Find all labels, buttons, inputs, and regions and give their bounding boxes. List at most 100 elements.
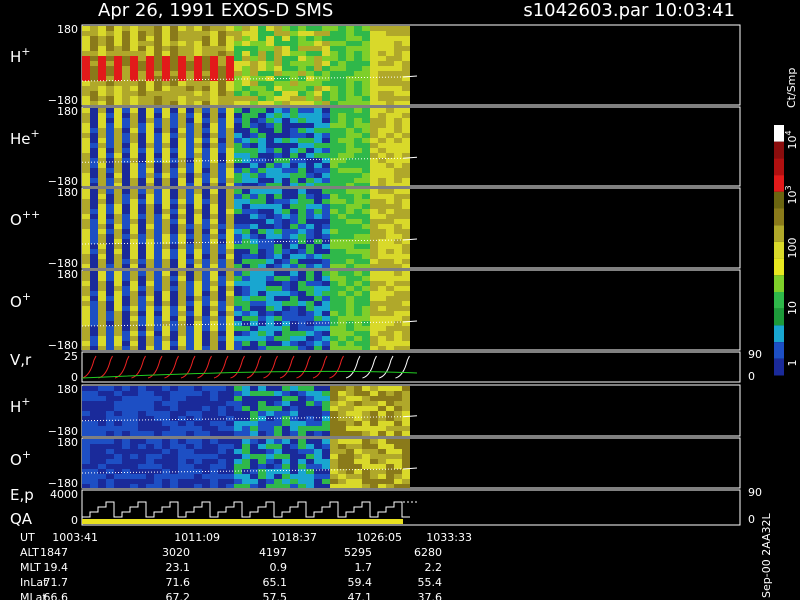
spectrogram-cell bbox=[394, 96, 402, 101]
spectrogram-cell bbox=[162, 401, 170, 406]
spectrogram-cell bbox=[226, 66, 234, 71]
spectrogram-cell bbox=[226, 249, 234, 254]
spectrogram-cell bbox=[154, 214, 162, 219]
spectrogram-cell bbox=[338, 259, 346, 264]
spectrogram-cell bbox=[338, 91, 346, 96]
spectrogram-cell bbox=[322, 439, 330, 444]
spectrogram-cell bbox=[106, 281, 114, 286]
spectrogram-cell bbox=[250, 234, 258, 239]
spectrogram-cell bbox=[138, 219, 146, 224]
spectrogram-cell bbox=[90, 411, 98, 416]
spectrogram-cell bbox=[354, 31, 362, 36]
spectrogram-cell bbox=[98, 209, 106, 214]
spectrogram-cell bbox=[290, 264, 298, 268]
spectrogram-cell bbox=[202, 291, 210, 296]
spectrogram-cell bbox=[322, 224, 330, 229]
spectrogram-cell bbox=[394, 454, 402, 459]
spectrogram-cell bbox=[178, 138, 186, 143]
spectrogram-cell bbox=[90, 128, 98, 133]
spectrogram-cell bbox=[274, 41, 282, 46]
spectrogram-cell bbox=[98, 479, 106, 484]
spectrogram-cell bbox=[242, 386, 250, 391]
spectrogram-cell bbox=[306, 316, 314, 321]
spectrogram-cell bbox=[322, 234, 330, 239]
spectrogram-cell bbox=[154, 71, 162, 76]
spectrogram-cell bbox=[82, 271, 90, 276]
spectrogram-cell bbox=[202, 199, 210, 204]
spectrogram-cell bbox=[178, 76, 186, 81]
spectrogram-cell bbox=[226, 178, 234, 183]
spectrogram-cell bbox=[234, 306, 242, 311]
spectrogram-cell bbox=[298, 311, 306, 316]
spectrogram-cell bbox=[186, 81, 194, 86]
spectrogram-cell bbox=[394, 321, 402, 326]
spectrogram-cell bbox=[314, 264, 322, 268]
spectrogram-cell bbox=[266, 464, 274, 469]
spectrogram-cell bbox=[242, 148, 250, 153]
spectrogram-cell bbox=[338, 133, 346, 138]
spectrogram-cell bbox=[146, 416, 154, 421]
spectrogram-cell bbox=[250, 406, 258, 411]
spectrogram-cell bbox=[170, 421, 178, 426]
spectrogram-cell bbox=[170, 391, 178, 396]
spectrogram-cell bbox=[170, 459, 178, 464]
spectrogram-cell bbox=[178, 91, 186, 96]
spectrogram-cell bbox=[146, 118, 154, 123]
spectrogram-cell bbox=[162, 386, 170, 391]
spectrogram-cell bbox=[362, 61, 370, 66]
spectrogram-cell bbox=[282, 96, 290, 101]
spectrogram-cell bbox=[194, 36, 202, 41]
spectrogram-cell bbox=[162, 291, 170, 296]
spectrogram-cell bbox=[186, 229, 194, 234]
spectrogram-cell bbox=[314, 459, 322, 464]
spectrogram-cell bbox=[98, 163, 106, 168]
spectrogram-cell bbox=[370, 346, 378, 350]
spectrogram-cell bbox=[290, 336, 298, 341]
spectrogram-cell bbox=[298, 76, 306, 81]
spectrogram-cell bbox=[370, 128, 378, 133]
spectrogram-cell bbox=[362, 474, 370, 479]
spectrogram-cell bbox=[266, 56, 274, 61]
spectrogram-cell bbox=[98, 61, 106, 66]
spectrogram-cell bbox=[354, 173, 362, 178]
spectrogram-cell bbox=[306, 96, 314, 101]
spectrogram-cell bbox=[314, 311, 322, 316]
spectrogram-cell bbox=[130, 271, 138, 276]
spectrogram-cell bbox=[114, 51, 122, 56]
spectrogram-cell bbox=[362, 406, 370, 411]
spectrogram-cell bbox=[274, 346, 282, 350]
spectrogram-cell bbox=[162, 444, 170, 449]
spectrogram-cell bbox=[202, 86, 210, 91]
spectrogram-cell bbox=[98, 113, 106, 118]
spectrogram-cell bbox=[298, 209, 306, 214]
spectrogram-cell bbox=[306, 219, 314, 224]
spectrogram-cell bbox=[82, 396, 90, 401]
spectrogram-cell bbox=[330, 406, 338, 411]
spectrogram-cell bbox=[114, 396, 122, 401]
spectrogram-cell bbox=[218, 194, 226, 199]
spectrogram-cell bbox=[402, 133, 410, 138]
spectrogram-cell bbox=[370, 148, 378, 153]
spectrogram-cell bbox=[138, 244, 146, 249]
spectrogram-cell bbox=[154, 386, 162, 391]
spectrogram-cell bbox=[186, 234, 194, 239]
spectrogram-cell bbox=[218, 426, 226, 431]
spectrogram-cell bbox=[258, 439, 266, 444]
spectrogram-cell bbox=[186, 224, 194, 229]
spectrogram-cell bbox=[298, 224, 306, 229]
spectrogram-cell bbox=[242, 26, 250, 31]
spectrogram-cell bbox=[386, 301, 394, 306]
spectrogram-cell bbox=[218, 86, 226, 91]
spectrogram-cell bbox=[186, 426, 194, 431]
spectrogram-cell bbox=[186, 421, 194, 426]
spectrogram-cell bbox=[322, 101, 330, 105]
spectrogram-cell bbox=[338, 281, 346, 286]
spectrogram-cell bbox=[122, 484, 130, 488]
spectrogram-cell bbox=[346, 234, 354, 239]
spectrogram-cell bbox=[218, 264, 226, 268]
spectrogram-cell bbox=[322, 133, 330, 138]
spectrogram-cell bbox=[306, 396, 314, 401]
spectrogram-cell bbox=[138, 291, 146, 296]
spectrogram-cell bbox=[346, 254, 354, 259]
spectrogram-cell bbox=[162, 271, 170, 276]
